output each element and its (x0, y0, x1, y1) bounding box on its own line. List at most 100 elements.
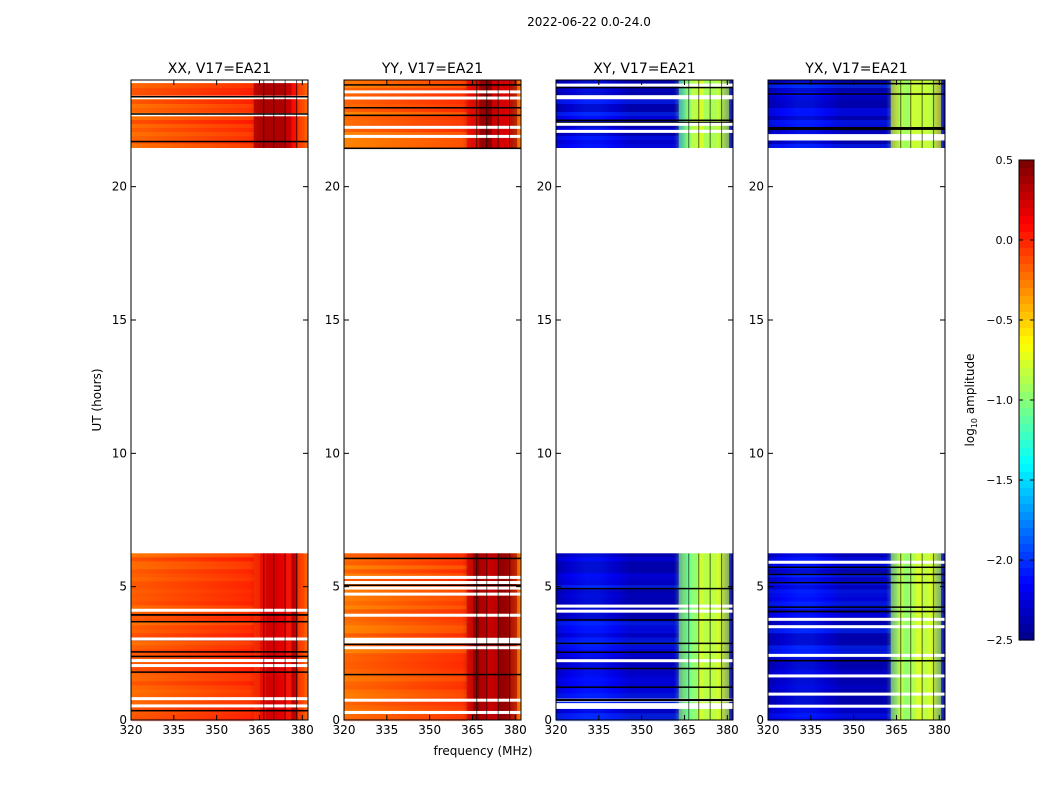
rfi-channel (697, 80, 704, 148)
heatmap-row (344, 589, 467, 594)
heatmap-row (131, 693, 254, 698)
heatmap-row (131, 665, 254, 670)
rfi-channel (272, 553, 279, 720)
heatmap-row (344, 641, 467, 646)
heatmap-row (768, 701, 891, 706)
heatmap-row (556, 80, 679, 84)
heatmap-row (131, 629, 254, 634)
flagged-row (131, 655, 308, 658)
heatmap-row (344, 685, 467, 690)
x-tick-label: 350 (842, 723, 865, 737)
x-tick-label: 350 (205, 723, 228, 737)
heatmap-row (344, 609, 467, 614)
heatmap-row (556, 597, 679, 602)
heatmap-row (556, 573, 679, 578)
heatmap-row (768, 717, 891, 722)
heatmap-row (768, 116, 891, 120)
heatmap-row (344, 653, 467, 658)
heatmap-row (344, 689, 467, 694)
flagged-row (131, 709, 308, 712)
heatmap-row (131, 597, 254, 602)
heatmap-row (556, 621, 679, 626)
rfi-channel (260, 553, 267, 720)
heatmap-row (131, 124, 254, 128)
heatmap-row (768, 553, 891, 558)
heatmap-row (768, 132, 891, 136)
heatmap-row (344, 561, 467, 566)
heatmap-row (344, 661, 467, 666)
colorbar: 0.5 0.0 −0.5 −1.0 −1.5 −2.0 −2.5 log10 amplitud… (963, 154, 1035, 647)
flagged-row (768, 127, 945, 129)
rfi-channel (716, 553, 723, 720)
heatmap-row (556, 124, 679, 128)
heatmap-row (344, 108, 467, 112)
rfi-channel (266, 553, 273, 720)
heatmap-row (556, 569, 679, 574)
heatmap-row (768, 637, 891, 642)
flagged-row (768, 610, 945, 613)
heatmap-row (556, 565, 679, 570)
heatmap-row (768, 645, 891, 650)
x-tick-label: 380 (504, 723, 527, 737)
heatmap-row (768, 88, 891, 92)
heatmap-row (131, 128, 254, 132)
heatmap-row (344, 565, 467, 570)
rfi-channel (678, 80, 686, 148)
heatmap-row (768, 124, 891, 128)
colorbar-segment (1019, 360, 1034, 369)
y-tick-label: 0 (756, 713, 764, 727)
heatmap-row (344, 601, 467, 606)
flagged-row (768, 625, 945, 629)
colorbar-segment (1019, 264, 1034, 273)
colorbar-tick-label: −2.5 (986, 634, 1013, 647)
rfi-channel (504, 80, 511, 148)
heatmap-row (768, 613, 891, 618)
colorbar-segment (1019, 200, 1034, 209)
flagged-row (768, 134, 945, 138)
x-tick-label: 365 (461, 723, 484, 737)
flagged-row (344, 646, 521, 650)
flagged-row (556, 667, 733, 670)
rfi-channel (297, 553, 305, 720)
x-tick-label: 335 (375, 723, 398, 737)
colorbar-segment (1019, 328, 1034, 337)
heatmap-row (344, 140, 467, 144)
rfi-channel (922, 80, 929, 148)
heatmap-row (344, 104, 467, 108)
colorbar-label: log10 amplitude (963, 354, 979, 447)
flagged-row (131, 659, 308, 663)
flagged-row (768, 137, 945, 141)
colorbar-segment (1019, 504, 1034, 513)
colorbar-segment (1019, 168, 1034, 177)
flagged-row (344, 710, 521, 714)
heatmap-row (344, 629, 467, 634)
y-tick-label: 20 (749, 180, 764, 194)
heatmap-row (556, 108, 679, 112)
heatmap-row (131, 617, 254, 622)
rfi-channel (498, 553, 505, 720)
rfi-channel (678, 553, 686, 720)
colorbar-segment (1019, 192, 1034, 201)
heatmap-row (344, 605, 467, 610)
y-tick-label: 15 (749, 313, 764, 327)
rfi-channel (909, 80, 916, 148)
colorbar-segment (1019, 608, 1034, 617)
rfi-channel (504, 553, 511, 720)
colorbar-segment (1019, 496, 1034, 505)
flagged-row (556, 83, 733, 87)
heatmap-row (556, 132, 679, 136)
heatmap-row (131, 633, 254, 638)
rfi-channel (491, 553, 499, 720)
colorbar-segment (1019, 248, 1034, 257)
heatmap-row (344, 136, 467, 140)
heatmap-row (344, 80, 467, 84)
flagged-row (344, 575, 521, 579)
heatmap-row (556, 116, 679, 120)
heatmap-row (768, 661, 891, 666)
x-tick-label: 365 (885, 723, 908, 737)
heatmap-row (131, 641, 254, 646)
colorbar-segment (1019, 280, 1034, 289)
flagged-row (556, 121, 733, 124)
heatmap-row (768, 108, 891, 112)
